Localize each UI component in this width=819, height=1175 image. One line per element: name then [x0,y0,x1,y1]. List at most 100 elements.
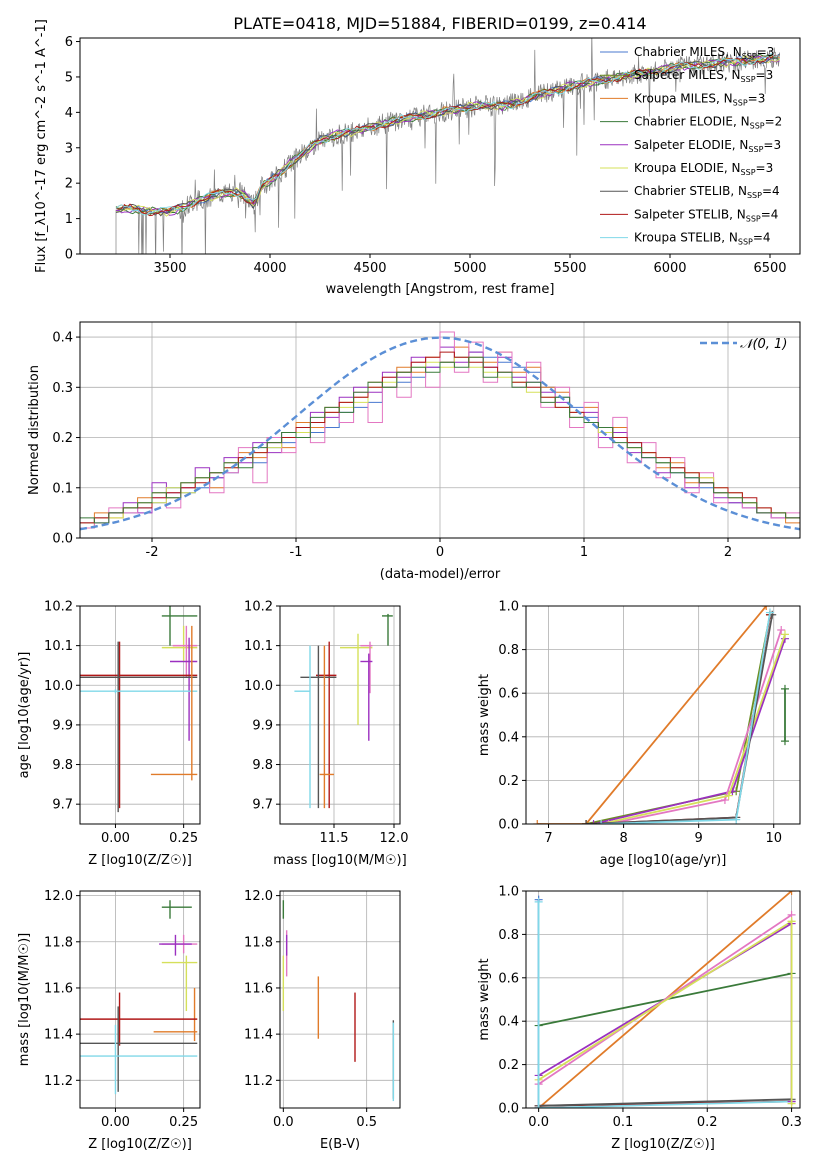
y-tick-label: 0.4 [498,1015,519,1030]
mass-weight-line [538,920,793,1081]
y-tick-label: 9.7 [52,798,73,813]
chart-mass-vs-Z: 0.00 0.25 11.2 11.4 11.6 11.8 12.0 Z [log10(Z/Z… [17,889,201,1152]
data-point [80,1006,198,1092]
mass-weight-line [593,638,786,824]
x-tick-label: 0 [436,545,444,560]
data-point [80,1024,198,1095]
x-tick-label: -2 [146,545,159,560]
plot-area [80,331,800,538]
y-tick-label: 11.2 [44,1074,73,1089]
mass-weight-line [601,612,771,824]
x-tick-label: 0.00 [101,831,130,846]
legend-label: Chabrier STELIB, NSSP=4 [634,184,780,200]
model-line [115,53,780,217]
x-tick-label: 0.0 [273,1115,294,1130]
mass-weight-marker [777,625,786,634]
plot-area [294,613,393,809]
y-tick-label: 3 [65,141,73,156]
data-point [340,633,373,725]
data-point [80,689,198,694]
mass-weight-marker [589,820,598,824]
x-tick-label: 5000 [453,261,486,276]
plot-area [534,891,796,1108]
y-tick-label: 9.7 [252,798,273,813]
legend: 𝒩(0, 1) [700,337,787,352]
mass-weight-marker [533,820,542,824]
x-tick-label: 8 [619,831,627,846]
y-axis-label: Normed distribution [27,365,42,495]
y-axis-label: mass weight [477,958,492,1040]
plot-area [533,606,789,824]
x-axis-label: Z [log10(Z/Z☉)] [611,1137,715,1152]
x-axis-label: Z [log10(Z/Z☉)] [88,853,192,868]
x-axis-label: (data-model)/error [380,567,501,582]
data-point [161,900,192,919]
chart-spectrum: Chabrier MILES, NSSP=3 Salpeter MILES, NS… [34,19,801,297]
data-point [150,625,198,781]
x-tick-label: 0.0 [528,1115,549,1130]
data-point [360,641,373,694]
chart-residual-histogram: 𝒩(0, 1) -2 -1 0 1 2 0.0 0.1 0.2 0.3 0.4 (data-model… [27,321,801,582]
y-tick-label: 11.4 [244,1028,273,1043]
mass-weight-marker [724,791,733,800]
mass-weight-marker [780,737,789,746]
y-tick-label: 0.2 [498,774,519,789]
x-tick-label: 11.5 [320,831,349,846]
model-line [115,55,780,217]
chart-mass-vs-ebv: 0.0 0.5 11.2 11.4 11.6 11.8 12.0 E(B-V) [244,889,401,1152]
mass-weight-line [586,614,771,824]
y-tick-label: 9.8 [52,758,73,773]
axes-frame [79,37,801,255]
y-tick-label: 9.8 [252,758,273,773]
mass-weight-marker [765,608,774,617]
mass-weight-line [585,614,771,824]
x-tick-label: 9 [695,831,703,846]
legend-label: Salpeter MILES, NSSP=3 [634,68,773,84]
y-tick-label: 11.8 [244,935,273,950]
y-tick-label: 0.4 [498,730,519,745]
mass-weight-line [538,1098,792,1107]
y-tick-label: 9.9 [52,718,73,733]
y-tick-label: 0.6 [498,687,519,702]
legend-label: Chabrier ELODIE, NSSP=2 [634,115,782,131]
y-tick-label: 0.8 [498,928,519,943]
histogram-step [80,351,800,538]
data-point [153,987,198,1042]
mass-weight-line [600,634,786,824]
legend-label: Salpeter STELIB, NSSP=4 [634,207,778,223]
y-tick-label: 12.0 [44,889,73,904]
chart-mass-weight-vs-Z: 0.0 0.1 0.2 0.3 0.0 0.2 0.4 0.6 0.8 1.0 Z [log10(Z… [477,885,802,1153]
y-tick-label: 1.0 [498,600,519,615]
y-tick-label: 11.6 [44,981,73,996]
mass-weight-marker [787,917,796,926]
y-tick-label: 0.8 [498,643,519,658]
mass-weight-marker [534,1104,543,1108]
y-tick-label: 10.1 [244,639,273,654]
normal-curve [80,336,800,531]
legend-label: Chabrier MILES, NSSP=3 [634,45,774,61]
y-tick-label: 9.9 [252,718,273,733]
axes-frame [79,890,201,1109]
data-point [172,625,198,678]
y-tick-label: 11.6 [244,981,273,996]
y-axis-label: age [log10(age/yr)] [17,652,32,779]
y-tick-label: 10.2 [244,600,273,615]
histogram-step [80,356,800,538]
y-tick-label: 2 [65,177,73,192]
data-point [80,992,198,1046]
x-tick-label: -1 [290,545,303,560]
y-tick-label: 10.0 [244,679,273,694]
y-tick-label: 10.0 [44,679,73,694]
y-tick-label: 0.1 [52,481,73,496]
plot-area [80,606,198,813]
model-line [115,52,780,216]
data-point [382,613,393,646]
data-point [161,606,198,646]
data-point [294,645,311,809]
mass-weight-line [538,914,793,1085]
mass-weight-marker [787,891,796,895]
axes-frame [279,890,401,1109]
x-tick-label: 0.00 [101,1115,130,1130]
y-tick-label: 10.2 [44,600,73,615]
